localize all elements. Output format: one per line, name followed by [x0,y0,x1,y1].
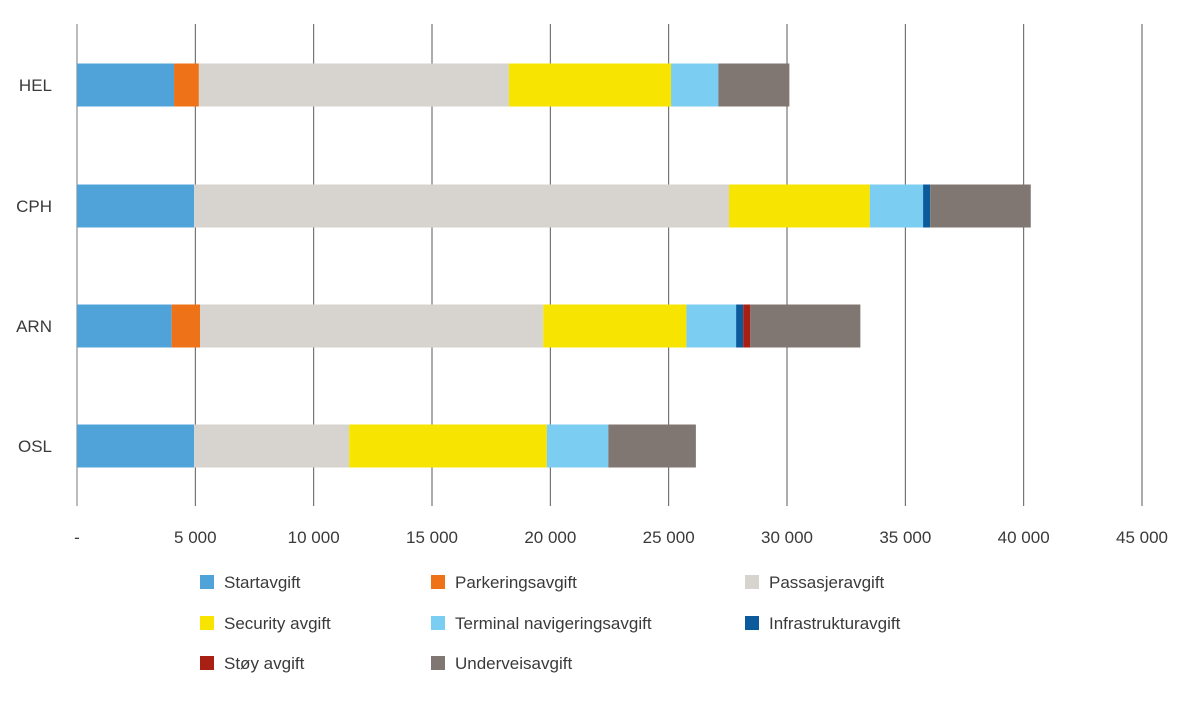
bar-segment-hel-passasjeravgift [198,63,509,107]
bar-segment-arn-infrastrukturavgift [736,304,744,348]
bar-segment-hel-startavgift [77,63,175,107]
bar-segment-arn-stoy-avgift [743,304,751,348]
bars [77,63,1031,468]
category-labels: HEL CPH ARN OSL [16,76,52,456]
legend: Startavgift Parkeringsavgift Passasjeravgi… [200,573,901,673]
bar-segment-arn-underveisavgift [750,304,861,348]
legend-swatch-passasjeravgift [745,575,759,589]
category-label-arn: ARN [16,317,52,336]
legend-swatch-parkeringsavgift [431,575,445,589]
x-tick-label: 15 000 [406,528,458,547]
legend-label-startavgift: Startavgift [224,573,301,592]
legend-swatch-security-avgift [200,616,214,630]
category-label-cph: CPH [16,197,52,216]
bar-segment-arn-terminal-navigeringsavgift [686,304,737,348]
legend-swatch-startavgift [200,575,214,589]
bar-segment-cph-passasjeravgift [194,184,730,228]
legend-label-terminal-navigeringsavgift: Terminal navigeringsavgift [455,614,652,633]
bar-segment-hel-terminal-navigeringsavgift [671,63,719,107]
legend-label-underveisavgift: Underveisavgift [455,654,572,673]
bar-segment-arn-parkeringsavgift [171,304,201,348]
bar-segment-osl-startavgift [77,424,195,468]
bar-segment-cph-security-avgift [729,184,870,228]
x-tick-label: 5 000 [174,528,217,547]
legend-swatch-underveisavgift [431,656,445,670]
bar-segment-arn-startavgift [77,304,172,348]
category-label-hel: HEL [19,76,52,95]
bar-segment-osl-underveisavgift [608,424,696,468]
legend-label-parkeringsavgift: Parkeringsavgift [455,573,577,592]
bar-segment-cph-startavgift [77,184,195,228]
bar-segment-cph-infrastrukturavgift [923,184,931,228]
x-tick-label: 35 000 [879,528,931,547]
bar-segment-hel-parkeringsavgift [174,63,199,107]
bar-segment-osl-passasjeravgift [194,424,350,468]
bar-segment-cph-terminal-navigeringsavgift [869,184,924,228]
legend-label-security-avgift: Security avgift [224,614,331,633]
bar-segment-osl-terminal-navigeringsavgift [546,424,609,468]
legend-label-stoy-avgift: Støy avgift [224,654,305,673]
x-tick-labels: - 5 000 10 000 15 000 20 000 25 000 30 000 35 0… [74,528,1168,547]
legend-swatch-infrastrukturavgift [745,616,759,630]
legend-swatch-terminal-navigeringsavgift [431,616,445,630]
bar-segment-arn-security-avgift [543,304,687,348]
bar-segment-cph-underveisavgift [930,184,1031,228]
x-tick-label: 25 000 [643,528,695,547]
legend-label-passasjeravgift: Passasjeravgift [769,573,885,592]
bar-segment-osl-security-avgift [349,424,547,468]
bar-segment-hel-security-avgift [508,63,672,107]
legend-label-infrastrukturavgift: Infrastrukturavgift [769,614,901,633]
x-tick-label: 30 000 [761,528,813,547]
legend-swatch-stoy-avgift [200,656,214,670]
x-tick-label: 40 000 [998,528,1050,547]
bar-segment-arn-passasjeravgift [200,304,544,348]
category-label-osl: OSL [18,437,52,456]
x-tick-label: 45 000 [1116,528,1168,547]
x-tick-label: 20 000 [524,528,576,547]
x-tick-label: 10 000 [288,528,340,547]
bar-segment-hel-underveisavgift [718,63,790,107]
x-tick-label: - [74,528,80,547]
